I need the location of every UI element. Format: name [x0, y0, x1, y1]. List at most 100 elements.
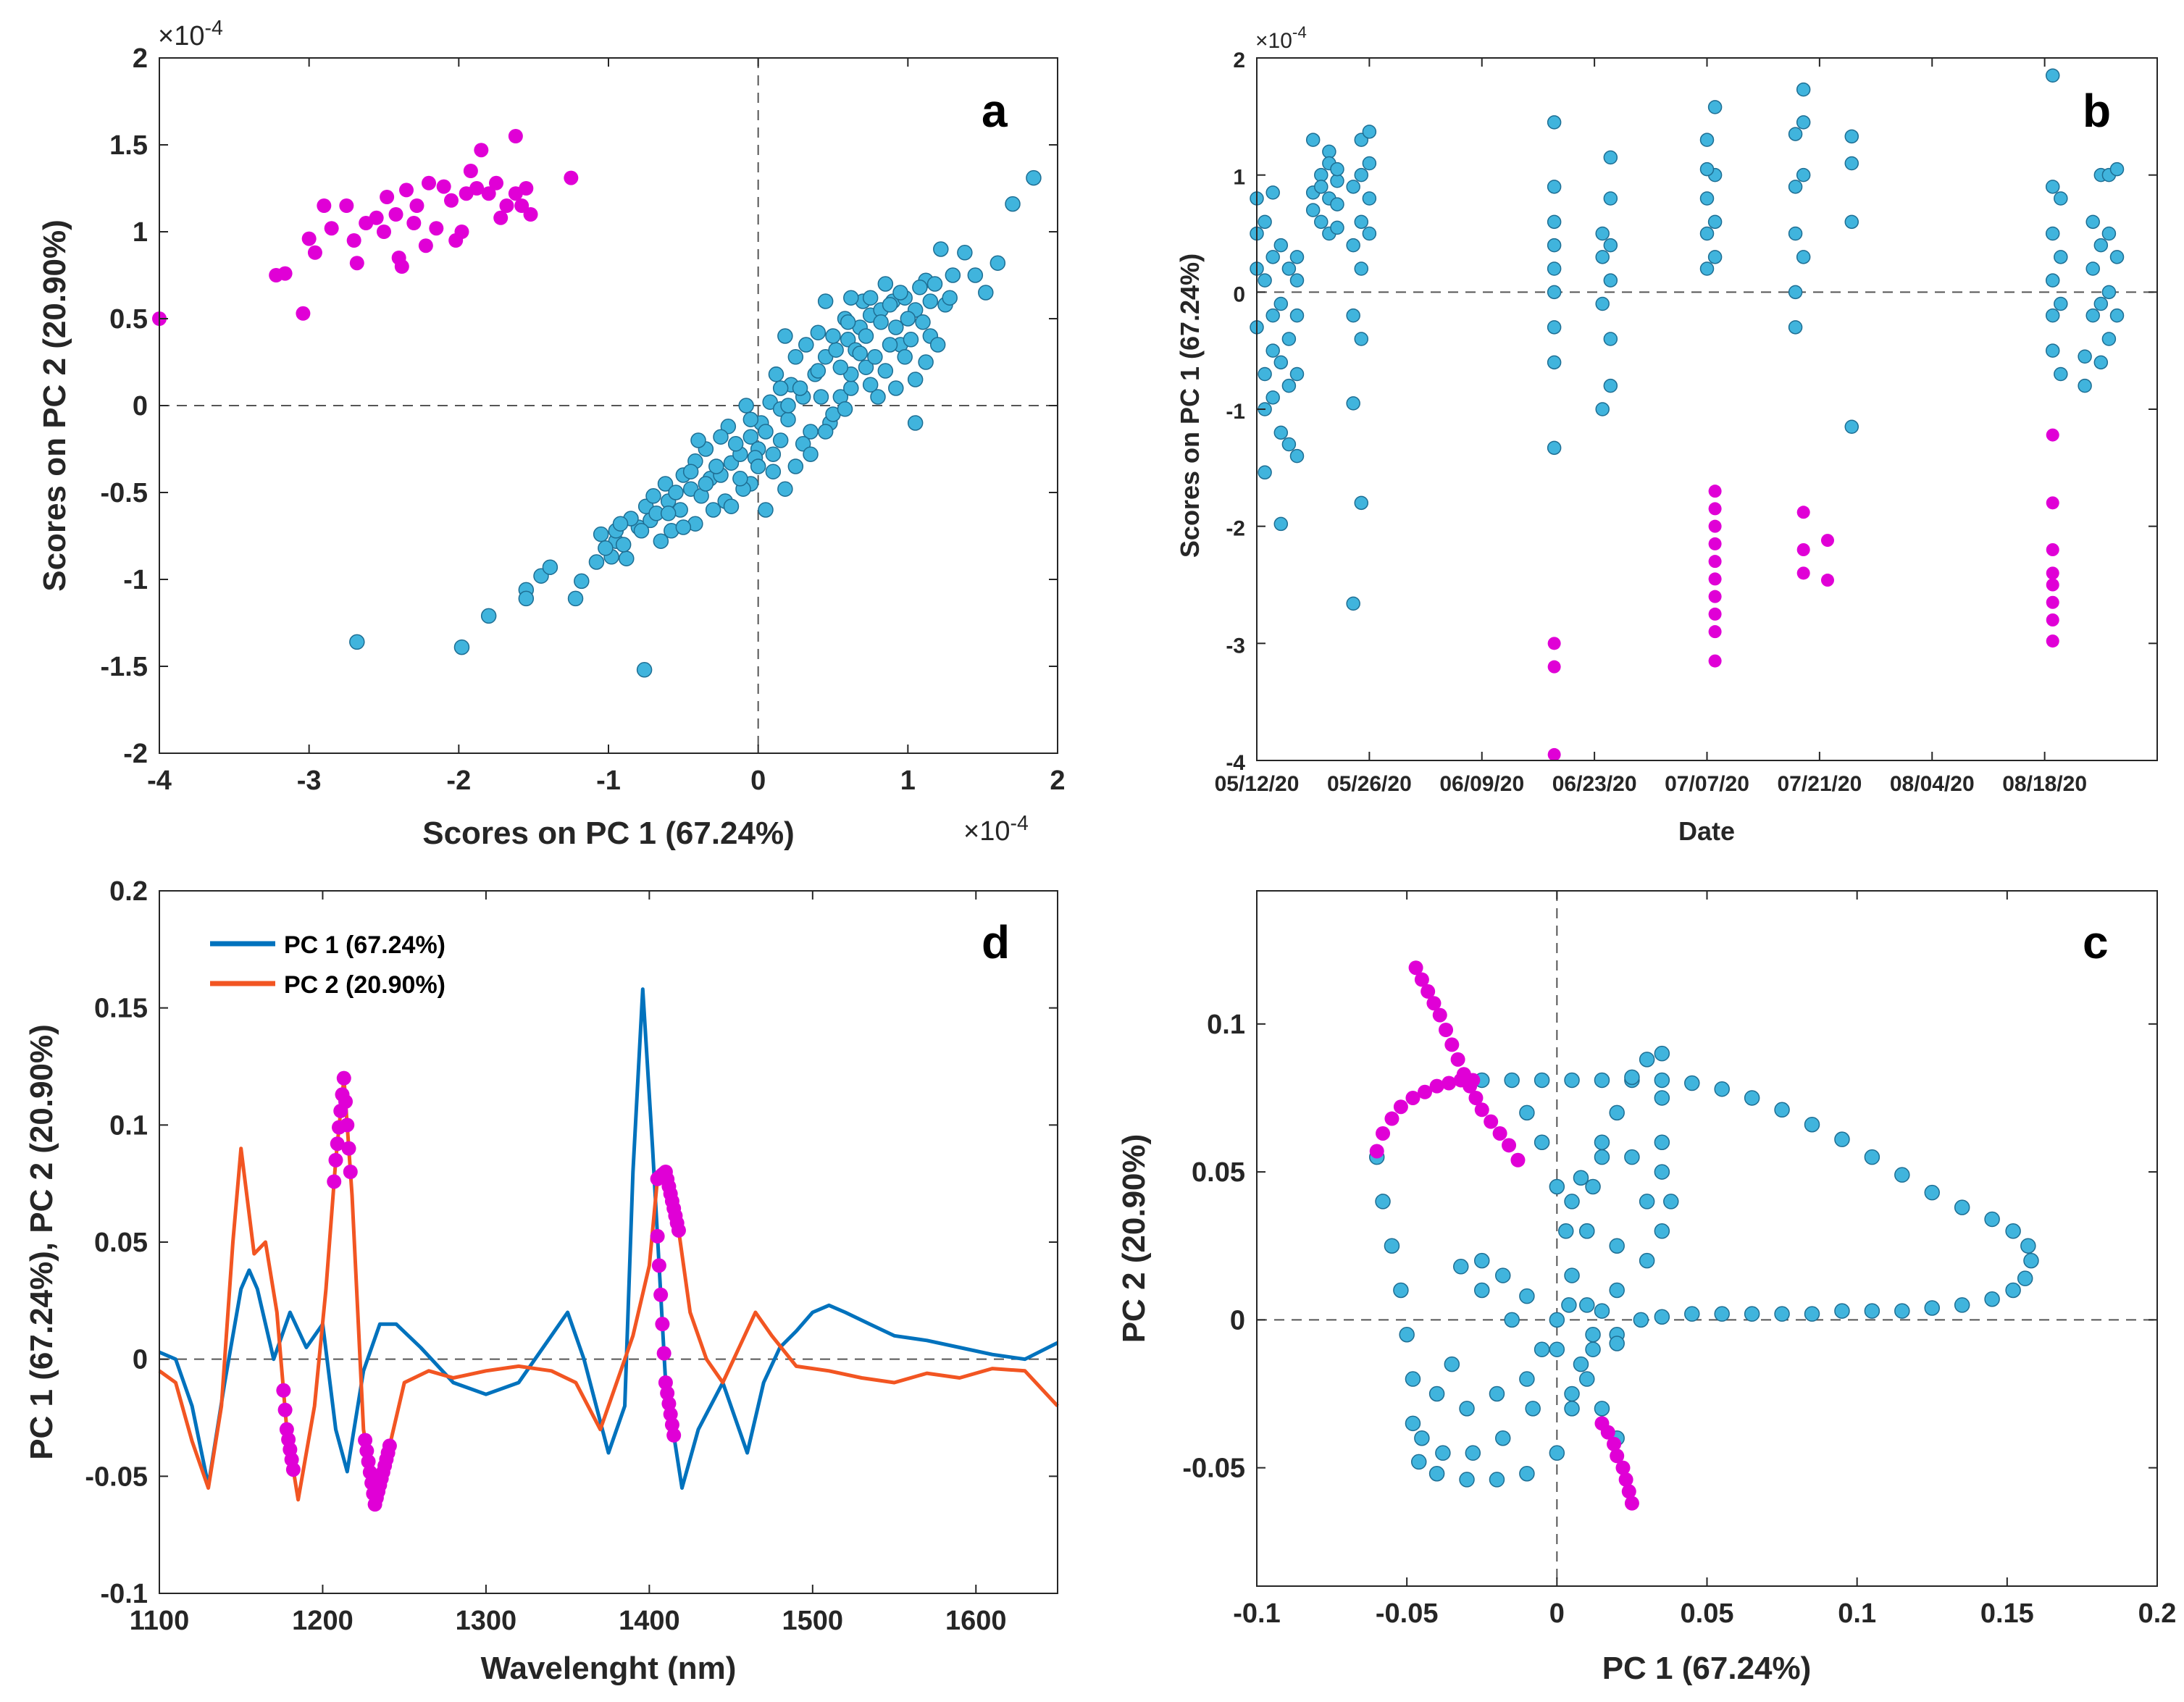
- panel-a-normal-point: [750, 458, 766, 474]
- panel-b-normal-point: [1547, 214, 1562, 230]
- panel-b-outlier-point: [1708, 519, 1722, 533]
- panel-b-normal-point: [1273, 238, 1289, 253]
- panel-a-normal-point: [810, 363, 827, 379]
- panel-c-y-tick-label: 0: [1230, 1305, 1245, 1336]
- panel-b-normal-point: [1547, 238, 1562, 253]
- panel-d-outlier-point: [671, 1223, 686, 1238]
- panel-a-normal-point: [978, 285, 994, 301]
- panel-c-normal-point: [1594, 1134, 1610, 1150]
- panel-b-outlier-point: [1820, 534, 1834, 548]
- panel-b-normal-point: [2109, 308, 2125, 323]
- panel-b-normal-point: [1314, 180, 1329, 194]
- panel-c-normal-point: [1639, 1194, 1655, 1210]
- panel-b-normal-point: [1788, 226, 1803, 241]
- panel-c-normal-point: [1489, 1472, 1505, 1488]
- panel-a-normal-point: [480, 608, 497, 624]
- panel-a-normal-point: [810, 324, 827, 340]
- panel-c-outlier-point: [1510, 1152, 1526, 1167]
- panel-a-normal-point: [918, 354, 934, 370]
- panel-b-x-tick-label: 06/09/20: [1439, 772, 1524, 796]
- panel-c-normal-point: [1579, 1297, 1595, 1313]
- panel-a-normal-point: [877, 276, 894, 292]
- panel-d-outlier-point: [655, 1317, 670, 1332]
- panel-b-normal-point: [1281, 437, 1297, 452]
- panel-c-outlier-point: [1463, 1078, 1478, 1094]
- panel-a-y-tick-label: 0.5: [109, 304, 148, 335]
- panel-a-x-tick-label: 1: [900, 766, 916, 796]
- panel-c-normal-point: [1654, 1072, 1670, 1089]
- panel-d-y-tick-label: -0.05: [85, 1462, 148, 1492]
- panel-c-normal-point: [1834, 1131, 1850, 1147]
- panel-d-x-tick-label: 1500: [782, 1606, 844, 1636]
- panel-c-normal-point: [1834, 1303, 1850, 1319]
- panel-b-normal-point: [1289, 366, 1305, 382]
- panel-b-normal-point: [1603, 378, 1618, 393]
- panel-b-normal-point: [1354, 261, 1369, 276]
- panel-a-normal-point: [636, 662, 653, 678]
- panel-a-normal-point: [765, 446, 782, 462]
- panel-b-normal-point: [1330, 162, 1344, 177]
- panel-c-normal-point: [1519, 1466, 1535, 1482]
- panel-a-outlier-point: [454, 225, 469, 239]
- panel-a-normal-point: [772, 380, 789, 396]
- panel-a-normal-point: [813, 389, 829, 405]
- panel-b-normal-point: [1258, 273, 1272, 288]
- panel-b-normal-point: [2045, 180, 2060, 194]
- panel-c-normal-point: [1585, 1178, 1601, 1195]
- panel-d-outlier-point: [330, 1136, 345, 1152]
- panel-a-outlier-point: [349, 256, 364, 271]
- panel-c-normal-point: [1954, 1199, 1970, 1215]
- panel-c-outlier-point: [1376, 1125, 1391, 1141]
- panel-a-normal-point: [967, 267, 984, 283]
- panel-c-normal-point: [1609, 1104, 1625, 1121]
- panel-a-normal-point: [668, 485, 684, 500]
- panel-c-outlier-point: [1408, 960, 1423, 976]
- panel-d-outlier-point: [361, 1454, 376, 1470]
- panel-a-normal-point: [929, 337, 946, 353]
- panel-c-outlier-point: [1405, 1090, 1421, 1105]
- panel-c-normal-point: [2023, 1252, 2039, 1269]
- panel-c-outlier-point: [1484, 1114, 1499, 1129]
- panel-a-outlier-point: [406, 216, 422, 230]
- panel-b-y-axis-label: Scores on PC 1 (67.24%): [1175, 253, 1205, 558]
- panel-a-normal-point: [840, 332, 856, 348]
- panel-a-normal-point: [765, 464, 782, 479]
- panel-c-x-tick-label: -0.1: [1233, 1598, 1280, 1629]
- panel-b-x-tick-label: 05/12/20: [1215, 772, 1300, 796]
- panel-c-normal-point: [1594, 1401, 1610, 1417]
- panel-c-normal-point: [1414, 1430, 1430, 1446]
- panel-d-outlier-point: [340, 1118, 355, 1133]
- panel-b-normal-point: [1362, 156, 1377, 171]
- panel-b-normal-point: [1330, 197, 1344, 211]
- panel-b-normal-point: [2054, 191, 2068, 206]
- panel-a-normal-point: [852, 345, 868, 361]
- panel-a-x-tick-label: -3: [297, 766, 322, 796]
- panel-a-outlier-point: [523, 207, 538, 222]
- panel-b-normal-point: [1595, 250, 1610, 264]
- panel-b-outlier-point: [1547, 747, 1561, 761]
- panel-c-normal-point: [1474, 1282, 1490, 1299]
- panel-a-normal-point: [780, 398, 796, 414]
- panel-a-normal-point: [897, 349, 913, 365]
- panel-b-y-tick-label: -1: [1226, 400, 1245, 424]
- panel-c-normal-point: [1864, 1303, 1880, 1319]
- panel-b-normal-point: [2054, 250, 2068, 264]
- panel-b-normal-point: [1265, 390, 1280, 405]
- panel-a-outlier-point: [508, 129, 523, 143]
- panel-a-normal-point: [922, 293, 939, 309]
- panel-c-normal-point: [1558, 1223, 1574, 1239]
- panel-c-outlier-point: [1450, 1052, 1465, 1067]
- panel-a-normal-point: [705, 502, 721, 518]
- panel-b-normal-point: [1281, 378, 1297, 393]
- panel-a-normal-point: [867, 349, 883, 365]
- panel-b-outlier-point: [1796, 543, 1810, 556]
- panel-c-normal-point: [1954, 1297, 1970, 1313]
- panel-c-normal-point: [1465, 1445, 1481, 1461]
- panel-c-normal-point: [1894, 1303, 1910, 1319]
- panel-c-outlier-point: [1618, 1472, 1633, 1487]
- panel-c-normal-point: [1744, 1306, 1760, 1322]
- panel-c-x-tick-label: -0.05: [1376, 1598, 1439, 1629]
- panel-a-normal-point: [723, 498, 740, 514]
- panel-a-normal-point: [698, 476, 714, 492]
- panel-d-x-tick-label: 1300: [456, 1606, 517, 1636]
